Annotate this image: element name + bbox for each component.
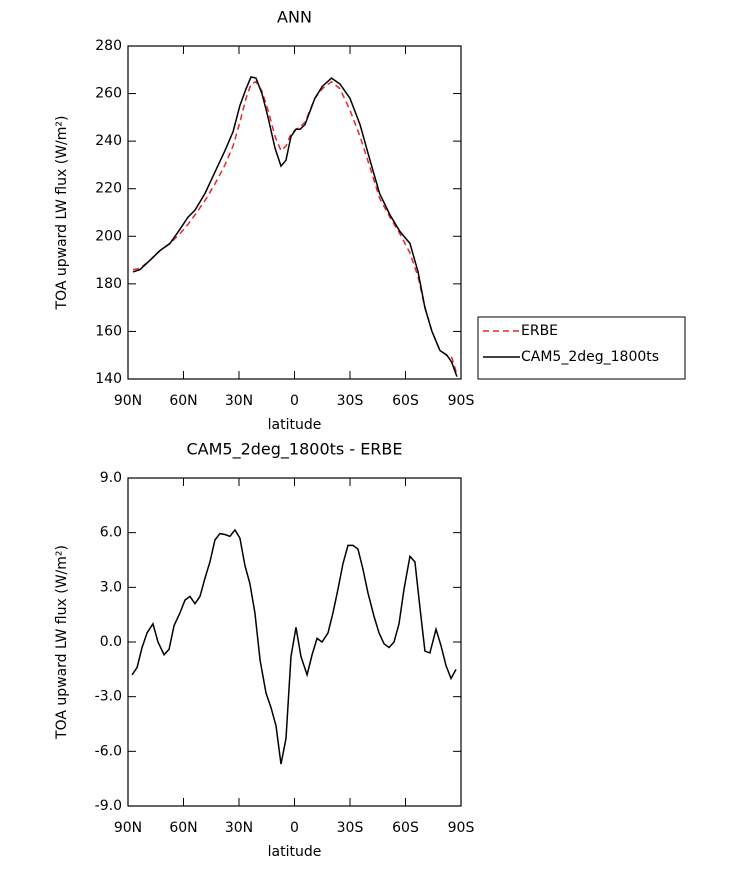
x-tick-label: 30S: [337, 820, 364, 836]
x-axis-label: latitude: [268, 417, 322, 433]
x-tick-label: 90S: [448, 820, 475, 836]
x-tick-label: 30N: [225, 820, 253, 836]
data-line: [132, 76, 458, 377]
y-axis-label: TOA upward LW flux (W/m²): [54, 545, 70, 740]
x-tick-label: 60N: [169, 393, 197, 409]
x-tick-label: 90N: [114, 820, 142, 836]
legend-label: ERBE: [521, 323, 558, 339]
x-tick-label: 0: [290, 393, 299, 409]
x-axis-label: latitude: [268, 844, 322, 860]
y-tick-label: 200: [95, 228, 122, 244]
y-tick-label: -9.0: [95, 798, 122, 814]
y-tick-label: 140: [95, 371, 122, 387]
x-tick-label: 60S: [392, 820, 419, 836]
data-line: [132, 80, 458, 375]
plot-frame: [127, 45, 462, 380]
x-tick-label: 30N: [225, 393, 253, 409]
y-tick-label: 6.0: [100, 525, 122, 541]
y-tick-label: 280: [95, 38, 122, 54]
chart-title: ANN: [277, 8, 312, 27]
x-tick-label: 90N: [114, 393, 142, 409]
data-line: [131, 528, 457, 765]
x-tick-label: 60N: [169, 820, 197, 836]
x-tick-label: 30S: [337, 393, 364, 409]
legend-box: [477, 316, 686, 380]
y-tick-label: -3.0: [95, 689, 122, 705]
y-axis-label: TOA upward LW flux (W/m²): [54, 116, 70, 311]
x-tick-label: 0: [290, 820, 299, 836]
legend-label: CAM5_2deg_1800ts: [521, 349, 659, 365]
x-tick-label: 60S: [392, 393, 419, 409]
y-tick-label: 0.0: [100, 634, 122, 650]
y-tick-label: 3.0: [100, 579, 122, 595]
y-tick-label: 9.0: [100, 470, 122, 486]
y-tick-label: 220: [95, 181, 122, 197]
y-tick-label: 160: [95, 323, 122, 339]
y-tick-label: 180: [95, 276, 122, 292]
x-tick-label: 90S: [448, 393, 475, 409]
y-tick-label: -6.0: [95, 743, 122, 759]
y-tick-label: 240: [95, 133, 122, 149]
plot-frame: [127, 477, 462, 807]
y-tick-label: 260: [95, 86, 122, 102]
chart-title: CAM5_2deg_1800ts - ERBE: [186, 440, 402, 460]
